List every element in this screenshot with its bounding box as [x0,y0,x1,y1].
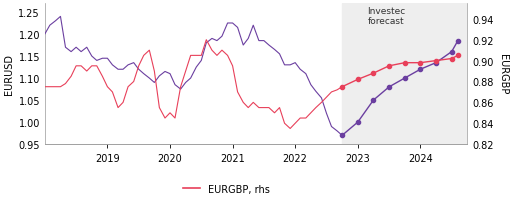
Y-axis label: EURGBP: EURGBP [498,54,508,94]
Y-axis label: EURUSD: EURUSD [4,54,14,95]
Text: Investec
forecast: Investec forecast [367,7,405,26]
Legend: EURGBP, rhs: EURGBP, rhs [179,180,274,198]
Bar [342,4,467,144]
